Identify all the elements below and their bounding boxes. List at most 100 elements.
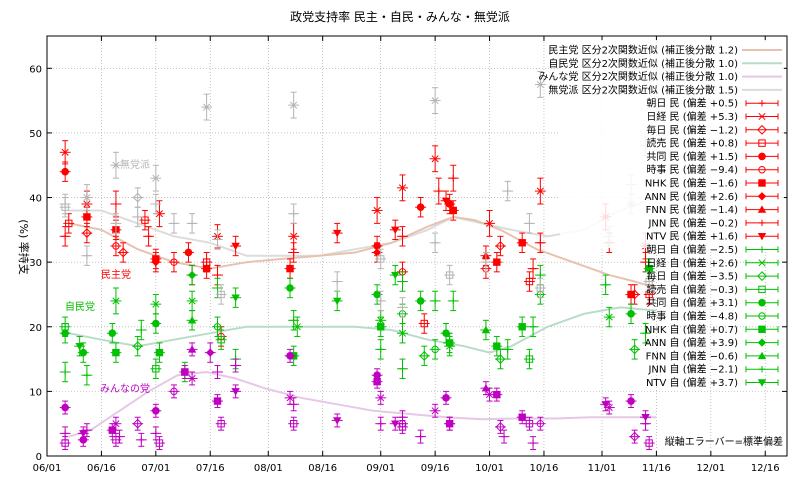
data-point [415,429,427,444]
marker-x [485,219,494,227]
data-point [135,319,147,341]
marker-x [485,391,494,399]
marker-filled-circle [61,167,69,176]
marker-x [290,232,298,240]
legend-label: 共同 自 (偏差 +3.1) [646,296,738,309]
marker-filled-circle [61,403,69,412]
data-point [212,316,223,337]
data-point [201,93,213,121]
marker-filled-square [112,348,120,357]
data-point [150,358,162,379]
data-point [59,197,71,218]
data-point [168,213,180,234]
marker-open-diamond [132,418,143,429]
marker-open-circle [445,419,454,428]
data-point [186,264,198,286]
marker-open-square [525,419,534,428]
x-tick-label: 07/16 [196,463,225,474]
data-point [81,184,93,211]
data-point [143,226,155,247]
marker-open-square [65,219,73,228]
marker-x [605,313,613,321]
data-point [415,290,427,312]
data-point [534,277,546,299]
data-point [389,219,401,241]
legend-label: ANN 自 (偏差 +3.9) [645,336,739,349]
data-point [154,436,165,451]
legend-label: NTV 自 (偏差 +3.7) [646,376,738,389]
marker-x [290,101,298,109]
x-tick-label: 12/01 [696,463,725,474]
marker-filled-circle [627,310,635,318]
data-point [186,213,198,234]
marker-filled-square [758,179,766,187]
marker-x [431,407,439,415]
marker-open-square [758,285,766,294]
marker-x [152,300,160,308]
marker-open-square [217,419,225,428]
data-point [186,310,198,331]
x-tick-label: 11/16 [642,463,671,474]
marker-x [83,193,91,202]
marker-open-square [155,439,164,447]
data-point [59,323,71,344]
data-point [640,410,651,425]
data-point [186,342,198,357]
marker-x [605,403,613,412]
marker-filled-square [758,325,766,334]
legend-item: JNN 民 (偏差 −0.2) [647,216,779,229]
y-tick-label: 60 [29,64,42,75]
legend-item: 朝日 自 (偏差 −2.5) [646,243,779,256]
data-point [114,429,125,444]
marker-open-square [61,203,69,211]
legend-item: FNN 民 (偏差 −1.4) [646,203,779,216]
data-point [135,432,147,447]
data-point [331,271,343,292]
x-tick-label: 08/01 [254,463,283,474]
data-point [629,284,641,305]
y-tick-label: 20 [29,323,42,334]
marker-filled-square [518,323,526,331]
data-point [600,274,612,295]
data-point [444,264,456,286]
data-point [534,71,546,98]
data-point [331,290,343,312]
marker-open-circle [213,323,222,331]
legend-item: 自民党 区分2次関数近似 (補正後分散 1.0) [548,57,782,70]
y-tick-label: 10 [29,387,42,398]
legend-label: 時事 民 (偏差 −9.4) [646,163,738,176]
data-point [212,365,223,379]
marker-filled-triangle [757,205,767,213]
data-point [527,316,539,337]
curve-label-minna: みんなの党 [100,382,150,395]
marker-filled-circle [442,329,450,338]
data-point [375,290,387,312]
legend-label: 民主党 区分2次関数近似 (補正後分散 1.2) [548,44,738,57]
data-point [77,342,89,363]
marker-filled-triangle-down [332,297,342,306]
legend-label: 読売 自 (偏差 −0.3) [646,283,738,296]
marker-filled-triangle-down [231,388,240,396]
x-tick-label: 07/01 [141,463,170,474]
data-point [643,271,655,292]
x-tick-label: 06/01 [33,463,62,474]
marker-filled-circle [108,329,117,338]
marker-filled-diamond [372,248,382,257]
legend-item: ANN 民 (偏差 +2.6) [645,190,779,203]
legend-label: 無党派 区分2次関数近似 (補正後分散 1.5) [548,83,738,96]
marker-x [398,329,407,337]
data-point [186,371,198,386]
marker-x [286,394,294,402]
marker-filled-diamond [757,192,767,201]
fit-curve-jimin [68,306,657,354]
data-point [440,323,452,344]
data-point [397,226,408,247]
data-point [494,235,506,257]
legend-label: JNN 自 (偏差 −2.1) [647,363,738,376]
data-point [110,151,122,179]
data-point [63,213,75,234]
legend-item: みんな党 区分2次関数近似 (補正後分散 1.0) [538,70,782,83]
data-point [132,335,144,357]
data-point [212,394,223,409]
